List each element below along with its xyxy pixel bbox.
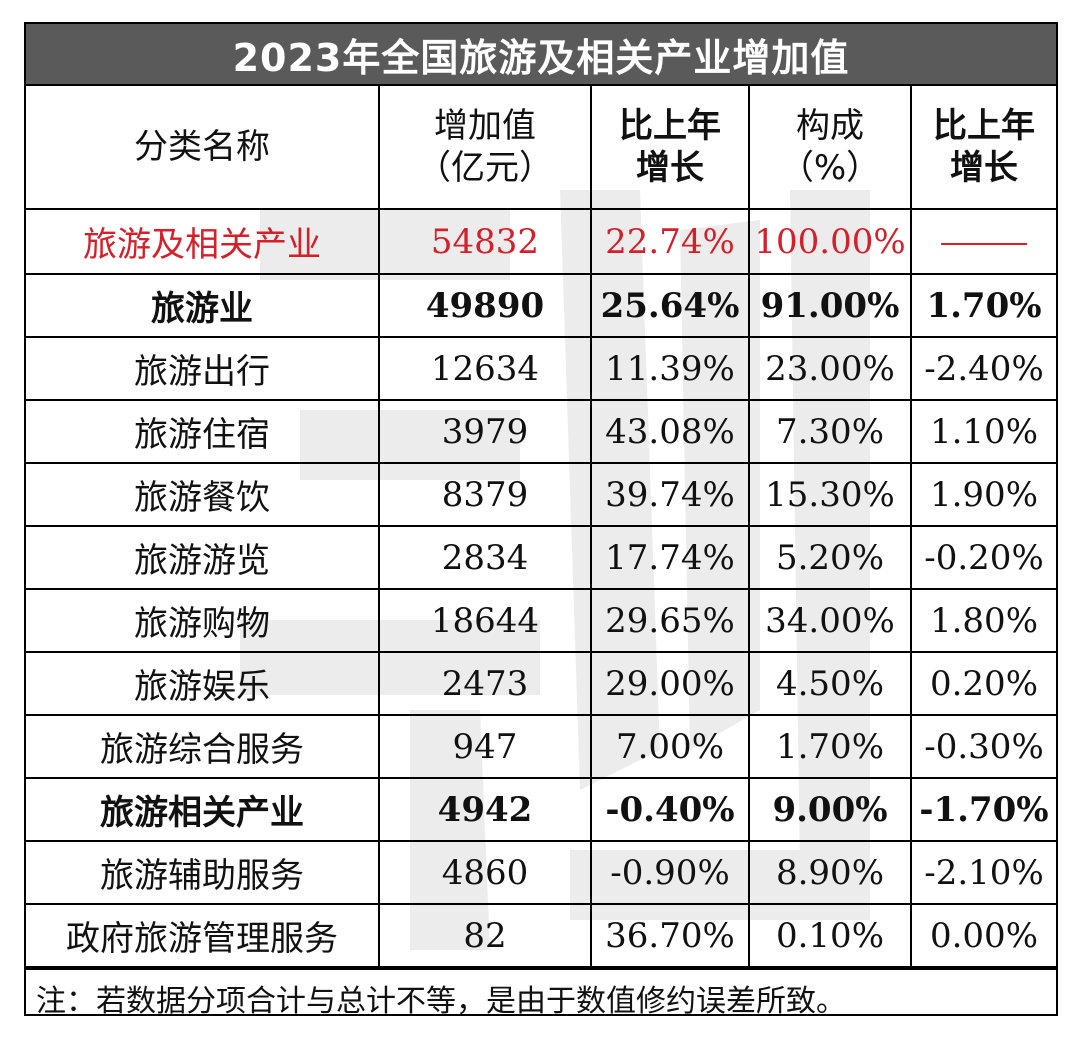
cell-share: 4.50% bbox=[748, 651, 912, 716]
cell-share: 100.00% bbox=[748, 208, 912, 275]
header-growth: 比上年 增长 bbox=[590, 86, 750, 210]
table-row: 政府旅游管理服务 82 36.70% 0.10% 0.00% bbox=[26, 903, 1056, 968]
table-row: 旅游购物 18644 29.65% 34.00% 1.80% bbox=[26, 588, 1056, 653]
table-title: 2023年全国旅游及相关产业增加值 bbox=[26, 24, 1056, 86]
cell-value: 82 bbox=[378, 903, 592, 968]
header-row: 分类名称 增加值 （亿元） 比上年 增长 构成 （%） 比上年 增长 bbox=[26, 86, 1056, 210]
cell-value: 2473 bbox=[378, 651, 592, 716]
cell-share-growth: 1.10% bbox=[910, 399, 1056, 464]
cell-share: 5.20% bbox=[748, 525, 912, 590]
cell-name: 旅游相关产业 bbox=[26, 777, 380, 842]
table-row: 旅游住宿 3979 43.08% 7.30% 1.10% bbox=[26, 399, 1056, 464]
table-row: 旅游业 49890 25.64% 91.00% 1.70% bbox=[26, 273, 1056, 338]
cell-share-growth: 1.80% bbox=[910, 588, 1056, 653]
cell-growth: 43.08% bbox=[590, 399, 750, 464]
table-row: 旅游娱乐 2473 29.00% 4.50% 0.20% bbox=[26, 651, 1056, 716]
cell-share-growth: 1.90% bbox=[910, 462, 1056, 527]
cell-growth: 22.74% bbox=[590, 208, 750, 275]
cell-name: 旅游及相关产业 bbox=[26, 208, 380, 275]
table-row: 旅游餐饮 8379 39.74% 15.30% 1.90% bbox=[26, 462, 1056, 527]
cell-name: 旅游综合服务 bbox=[26, 714, 380, 779]
cell-growth: 11.39% bbox=[590, 336, 750, 401]
data-table: 分类名称 增加值 （亿元） 比上年 增长 构成 （%） 比上年 增长 旅游及相关产业 5… bbox=[26, 86, 1056, 968]
header-value: 增加值 （亿元） bbox=[378, 86, 592, 210]
cell-value: 8379 bbox=[378, 462, 592, 527]
cell-share: 7.30% bbox=[748, 399, 912, 464]
cell-share-growth bbox=[910, 208, 1056, 275]
cell-name: 政府旅游管理服务 bbox=[26, 903, 380, 968]
cell-share: 8.90% bbox=[748, 840, 912, 905]
cell-value: 12634 bbox=[378, 336, 592, 401]
cell-growth: 29.00% bbox=[590, 651, 750, 716]
cell-value: 4860 bbox=[378, 840, 592, 905]
cell-growth: 29.65% bbox=[590, 588, 750, 653]
cell-value: 4942 bbox=[378, 777, 592, 842]
cell-share-growth: -0.20% bbox=[910, 525, 1056, 590]
header-share: 构成 （%） bbox=[748, 86, 912, 210]
cell-growth: -0.40% bbox=[590, 777, 750, 842]
cell-share-growth: -2.40% bbox=[910, 336, 1056, 401]
cell-share-growth: 0.00% bbox=[910, 903, 1056, 968]
cell-name: 旅游业 bbox=[26, 273, 380, 338]
table-row: 旅游辅助服务 4860 -0.90% 8.90% -2.10% bbox=[26, 840, 1056, 905]
cell-value: 54832 bbox=[378, 208, 592, 275]
cell-name: 旅游辅助服务 bbox=[26, 840, 380, 905]
cell-growth: 17.74% bbox=[590, 525, 750, 590]
cell-name: 旅游出行 bbox=[26, 336, 380, 401]
table-row: 旅游及相关产业 54832 22.74% 100.00% bbox=[26, 208, 1056, 275]
table-row: 旅游出行 12634 11.39% 23.00% -2.40% bbox=[26, 336, 1056, 401]
cell-share: 9.00% bbox=[748, 777, 912, 842]
cell-share: 23.00% bbox=[748, 336, 912, 401]
dash-mark bbox=[941, 242, 1027, 245]
cell-share-growth: -0.30% bbox=[910, 714, 1056, 779]
footnote: 注：若数据分项合计与总计不等，是由于数值修约误差所致。 bbox=[26, 968, 1056, 1026]
stats-table-frame: 2023年全国旅游及相关产业增加值 分类名称 增加值 （亿元） 比上年 增长 构成（… bbox=[24, 22, 1058, 1019]
cell-value: 2834 bbox=[378, 525, 592, 590]
cell-share-growth: -1.70% bbox=[910, 777, 1056, 842]
cell-name: 旅游游览 bbox=[26, 525, 380, 590]
cell-name: 旅游娱乐 bbox=[26, 651, 380, 716]
cell-name: 旅游购物 bbox=[26, 588, 380, 653]
cell-share: 91.00% bbox=[748, 273, 912, 338]
cell-growth: 25.64% bbox=[590, 273, 750, 338]
cell-share-growth: 0.20% bbox=[910, 651, 1056, 716]
table-row: 旅游游览 2834 17.74% 5.20% -0.20% bbox=[26, 525, 1056, 590]
cell-share: 0.10% bbox=[748, 903, 912, 968]
table-row: 旅游综合服务 947 7.00% 1.70% -0.30% bbox=[26, 714, 1056, 779]
cell-share: 34.00% bbox=[748, 588, 912, 653]
cell-value: 3979 bbox=[378, 399, 592, 464]
cell-growth: 39.74% bbox=[590, 462, 750, 527]
cell-name: 旅游住宿 bbox=[26, 399, 380, 464]
cell-name: 旅游餐饮 bbox=[26, 462, 380, 527]
table-row: 旅游相关产业 4942 -0.40% 9.00% -1.70% bbox=[26, 777, 1056, 842]
cell-share: 15.30% bbox=[748, 462, 912, 527]
cell-value: 18644 bbox=[378, 588, 592, 653]
cell-share-growth: -2.10% bbox=[910, 840, 1056, 905]
cell-share-growth: 1.70% bbox=[910, 273, 1056, 338]
cell-growth: 7.00% bbox=[590, 714, 750, 779]
cell-share: 1.70% bbox=[748, 714, 912, 779]
cell-value: 49890 bbox=[378, 273, 592, 338]
cell-value: 947 bbox=[378, 714, 592, 779]
header-share-growth: 比上年 增长 bbox=[910, 86, 1056, 210]
cell-growth: -0.90% bbox=[590, 840, 750, 905]
cell-growth: 36.70% bbox=[590, 903, 750, 968]
header-name: 分类名称 bbox=[26, 86, 380, 210]
